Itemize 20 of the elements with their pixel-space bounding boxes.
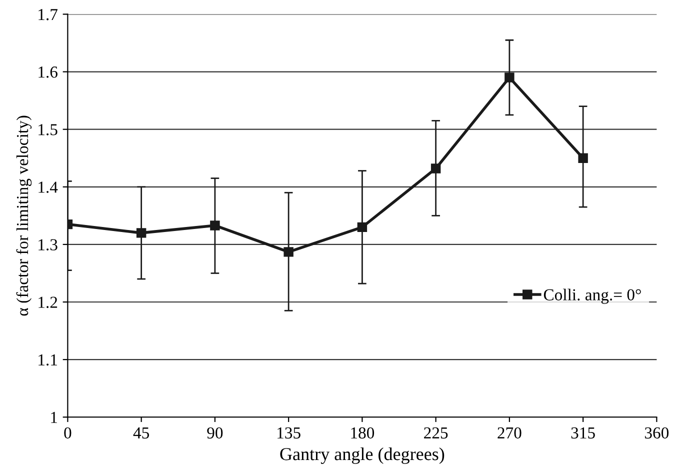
x-tick-label: 90 [207,427,223,439]
y-tick-label: 1.5 [38,124,58,136]
x-axis-title: Gantry angle (degrees) [280,448,444,464]
y-tick-label: 1.6 [38,66,58,78]
x-tick-label: 225 [424,427,448,439]
y-tick-label: 1.2 [38,296,58,308]
y-tick-label: 1 [51,412,57,423]
x-tick-label: 315 [571,427,595,439]
y-tick-label: 1.3 [38,239,58,250]
x-tick-label: 270 [498,427,522,439]
x-tick-label: 135 [278,427,300,439]
x-tick-label: 0 [64,427,72,439]
legend-label: Colli. ang.= 0° [544,288,641,304]
y-tick-label: 1.7 [38,9,58,20]
y-axis-title: α (factor for limiting velocity) [16,116,32,316]
x-tick-label: 45 [133,427,150,439]
x-tick-label: 360 [644,427,669,439]
y-tick-label: 1.4 [38,182,58,193]
y-tick-label: 1.1 [38,354,57,366]
x-tick-label: 180 [351,427,374,439]
